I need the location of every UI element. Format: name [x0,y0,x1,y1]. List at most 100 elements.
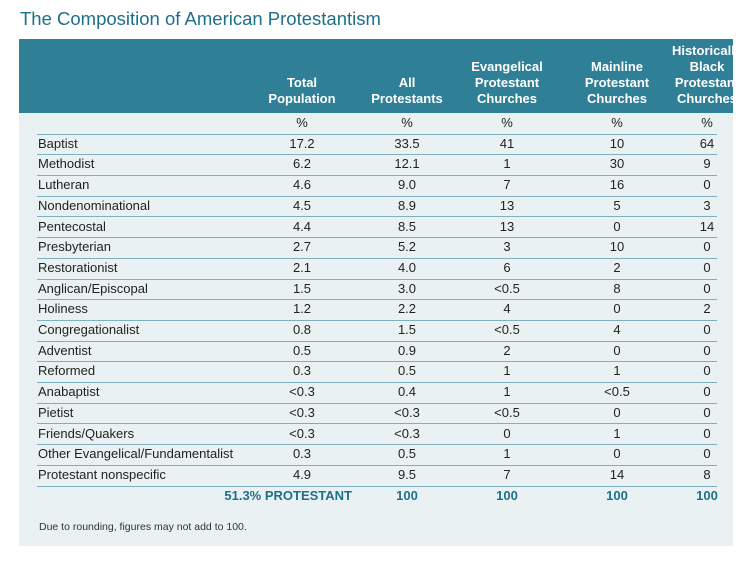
table-cell: 17.2 [289,135,315,151]
column-header-1: All Protestants [362,75,452,107]
table-cell: 0.5 [397,363,417,379]
column-header-line: Protestant [584,75,650,90]
table-cell: 0 [703,259,711,275]
table-cell: 0 [703,177,711,193]
total-row: 51.3% PROTESTANT 100 100 100 100 [37,486,717,507]
row-label: Friends/Quakers [38,425,135,441]
table-cell: <0.5 [494,280,520,296]
unit-cell: % [701,115,713,130]
table-cell: 4.4 [292,218,312,234]
table-cell: 1.2 [292,301,312,317]
row-label: Anglican/Episcopal [38,280,148,296]
table-cell: 5.2 [397,239,417,255]
column-header-3: Mainline Protestant Churches [572,59,662,107]
unit-cell: % [296,115,308,130]
table-cell: 33.5 [394,135,420,151]
table-cell: 0 [613,218,621,234]
row-label: Nondenominational [38,197,151,213]
unit-cell: % [611,115,623,130]
table-cell: 13 [499,218,515,234]
table-row: Adventist 0.5 0.9 2 0 0 [37,341,717,363]
column-header-line: Churches [587,91,647,106]
table-cell: 1 [613,363,621,379]
column-header-0: Total Population [252,75,352,107]
page-title: The Composition of American Protestantis… [20,8,381,29]
table-row: Reformed 0.3 0.5 1 1 0 [37,361,717,384]
table-cell: 12.1 [394,156,420,172]
table-cell: 41 [499,135,515,151]
table-row: Holiness 1.2 2.2 4 0 2 [37,299,717,321]
column-header-line: All [398,75,416,90]
column-header-4: Historically Black Protestant Churches [657,43,750,107]
table-cell: 0.5 [397,446,417,462]
row-label: Presbyterian [38,239,111,255]
table-cell: 0 [703,280,711,296]
table-row: Presbyterian 2.7 5.2 3 10 0 [37,237,717,259]
column-header-line: Churches [477,91,537,106]
table-cell: 10 [609,239,625,255]
table-row: Pietist <0.3 <0.3 <0.5 0 0 [37,403,717,425]
table-cell: 8 [613,280,621,296]
column-header-line: Evangelical [471,59,543,74]
table-cell: 9.0 [397,177,417,193]
table-cell: 8.9 [397,197,417,213]
total-label: 51.3% PROTESTANT [224,487,352,503]
table-cell: 10 [609,135,625,151]
table-cell: 0.3 [292,446,312,462]
table-cell: 0.4 [397,384,417,400]
table-cell: 2 [503,342,511,358]
table-cell: 1.5 [397,322,417,337]
table-row: Baptist 17.2 33.5 41 10 64 [37,134,717,156]
column-header-line: Protestant [674,75,740,90]
table-panel: Total Population All Protestants Evangelical… [19,39,742,546]
row-label: Holiness [38,301,88,317]
table-cell: 2.1 [292,259,312,275]
table-row: Anglican/Episcopal 1.5 3.0 <0.5 8 0 [37,279,717,301]
table-cell: 0 [703,342,711,358]
table-cell: 0 [703,384,711,400]
table-cell: 0 [703,363,711,379]
total-cell: 100 [606,487,628,503]
total-cell: 100 [696,487,718,503]
table-cell: <0.5 [604,384,630,400]
table-cell: 1 [503,363,511,379]
table-cell: 8 [703,466,711,482]
row-label: Lutheran [38,177,90,193]
table-cell: 1 [503,446,511,462]
table-cell: 64 [699,135,715,151]
table-cell: 0 [703,239,711,255]
table-cell: <0.3 [289,404,315,420]
table-cell: 0 [613,301,621,317]
column-header-line: Black [689,59,725,74]
table-cell: <0.3 [289,384,315,400]
table-row: Lutheran 4.6 9.0 7 16 0 [37,175,717,197]
column-header-line: Mainline [590,59,643,74]
table-cell: 4 [503,301,511,317]
unit-cell: % [401,115,413,130]
table-cell: 7 [503,466,511,482]
table-cell: 4 [613,322,621,337]
table-cell: <0.5 [494,404,520,420]
total-cell: 100 [496,487,518,503]
table-cell: 9.5 [397,466,417,482]
table-cell: 3.0 [397,280,417,296]
table-cell: 4.0 [397,259,417,275]
table-cell: 0.9 [397,342,417,358]
table-cell: 13 [499,197,515,213]
table-cell: 4.5 [292,197,312,213]
unit-cell: % [501,115,513,130]
column-header-2: Evangelical Protestant Churches [462,59,552,107]
table-cell: <0.3 [394,404,420,420]
table-cell: 0 [703,322,711,337]
column-header-line: Protestant [474,75,540,90]
table-cell: 1 [503,384,511,400]
table-cell: 0 [503,425,511,441]
table-cell: <0.3 [289,425,315,441]
row-label: Pentecostal [38,218,106,234]
table-row: Restorationist 2.1 4.0 6 2 0 [37,258,717,280]
table-cell: 3 [503,239,511,255]
footnote: Due to rounding, figures may not add to … [39,521,247,533]
row-label: Reformed [38,363,96,379]
table-row: Friends/Quakers <0.3 <0.3 0 1 0 [37,424,717,446]
table-row: Anabaptist <0.3 0.4 1 <0.5 0 [37,382,717,404]
